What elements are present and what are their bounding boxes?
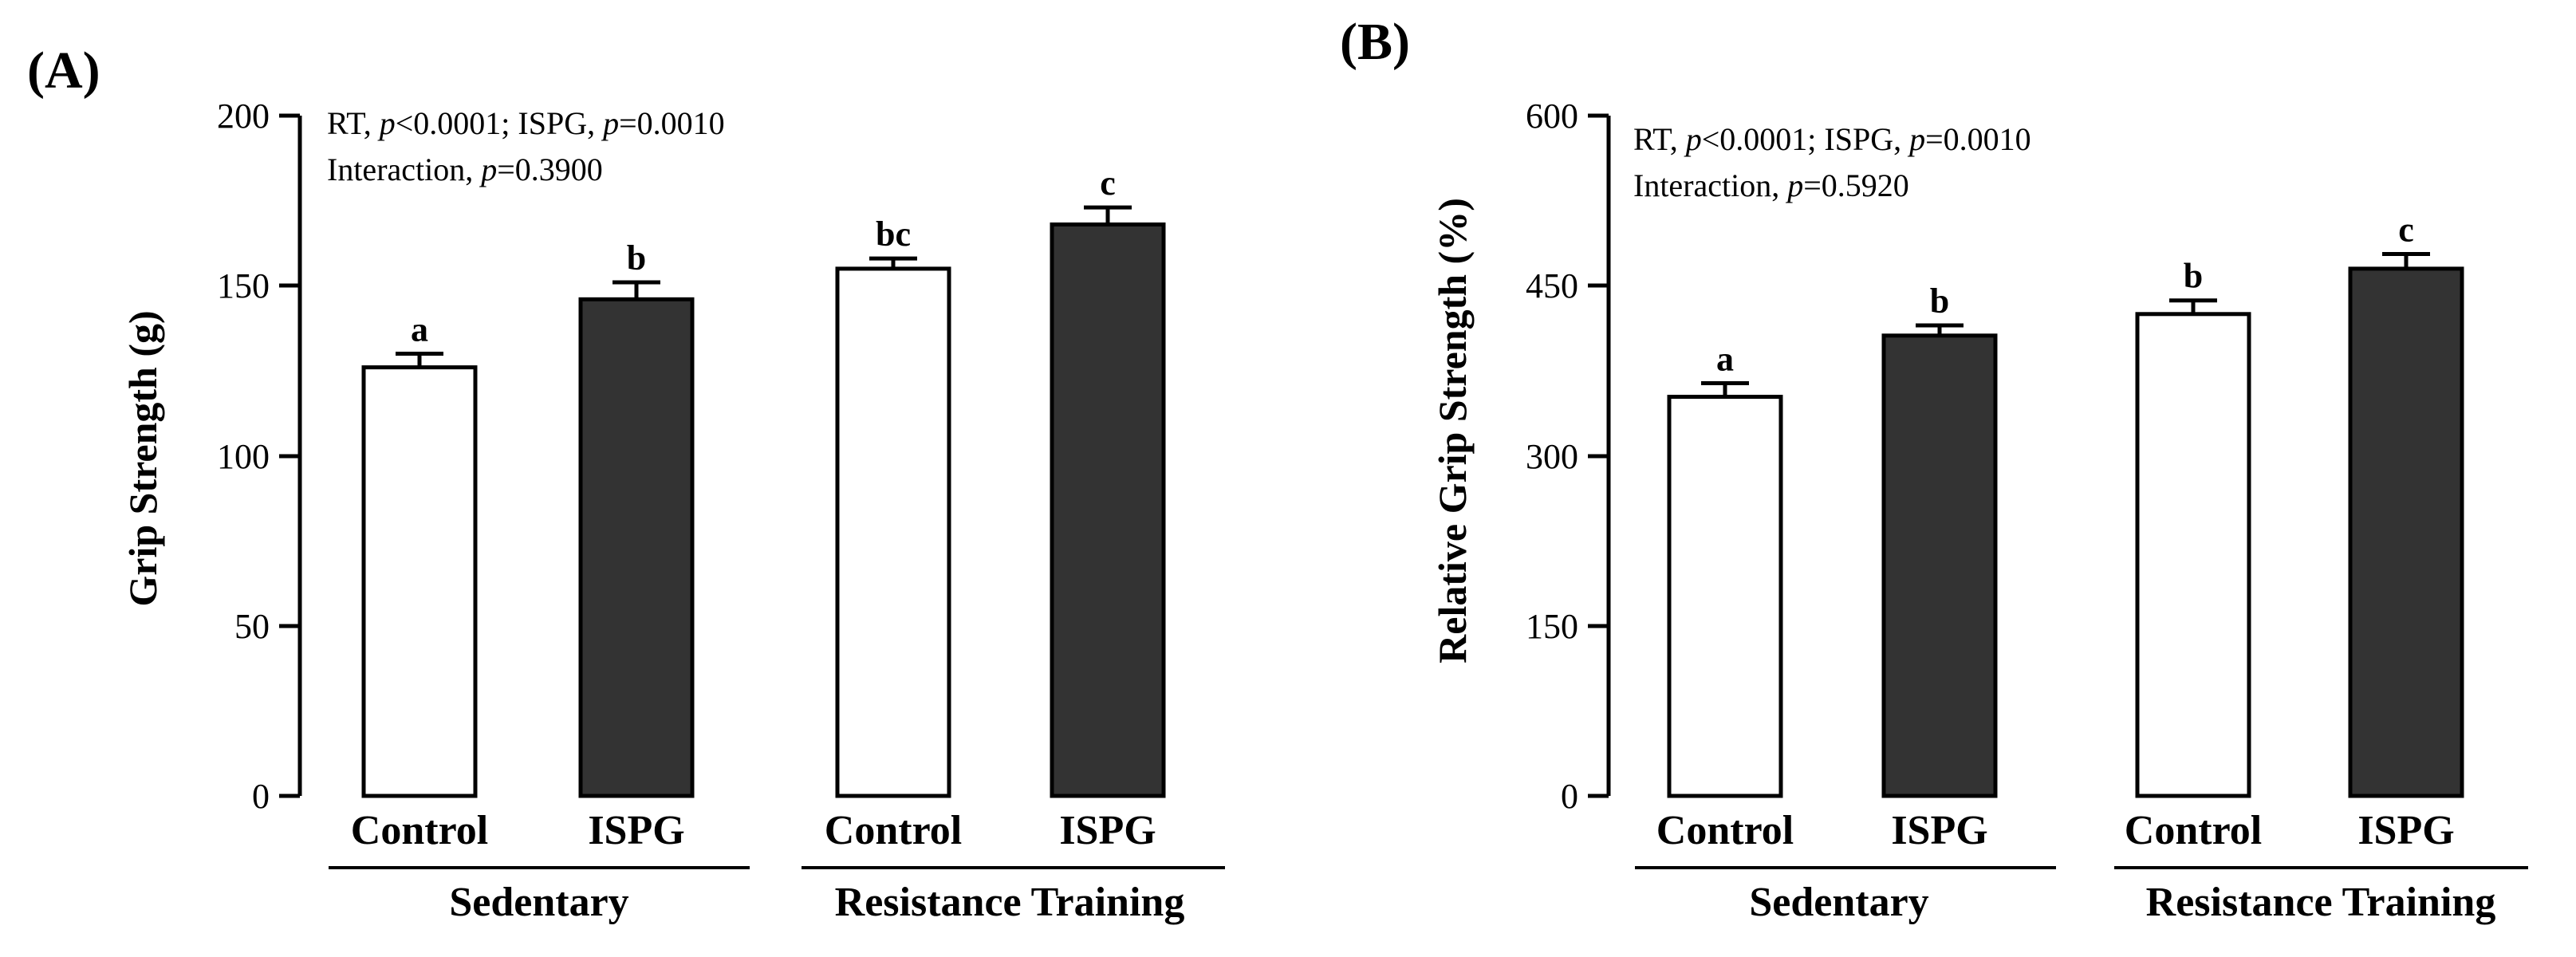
error-bar-sedentary-ispg (1916, 323, 1964, 336)
panel-b-significance: a b b c (1716, 210, 2414, 378)
group-label-sedentary: Sedentary (449, 880, 628, 925)
y-tick-label: 150 (217, 266, 270, 305)
error-bar-sedentary-control (396, 352, 443, 368)
category-label-control: Control (351, 808, 488, 853)
category-label-control: Control (2125, 808, 2262, 853)
panel-a-significance: a b bc c (411, 163, 1116, 349)
y-tick-label: 450 (1526, 266, 1578, 305)
panel-a-category-labels: Control ISPG Control ISPG (351, 808, 1156, 853)
y-tick-label: 0 (252, 777, 270, 816)
error-bar-rt-control (869, 256, 917, 269)
sig-letter-sedentary-control: a (411, 310, 428, 349)
bar-rt-ispg (2348, 266, 2464, 798)
y-tick-label: 0 (1561, 777, 1578, 816)
error-bar-sedentary-control (1701, 381, 1749, 397)
y-tick-label: 600 (1526, 96, 1578, 136)
panel-a-bars (361, 222, 1166, 798)
category-label-ispg: ISPG (588, 808, 684, 853)
bar-sedentary-ispg (578, 297, 695, 798)
group-label-resistance-training: Resistance Training (835, 880, 1185, 925)
sig-letter-sedentary-control: a (1716, 340, 1734, 379)
category-label-ispg: ISPG (2357, 808, 2454, 853)
panel-a-stats-line2: Interaction, p=0.3900 (327, 152, 603, 187)
panel-b-category-labels: Control ISPG Control ISPG (1656, 808, 2455, 853)
panel-b-error-bars (1701, 251, 2430, 397)
panel-b-ylabel: Relative Grip Strength (%) (1430, 198, 1475, 664)
y-tick-label: 100 (217, 437, 270, 476)
panel-b-ticks: 0 150 300 450 600 (1526, 96, 1609, 816)
category-label-ispg: ISPG (1891, 808, 1987, 853)
sig-letter-rt-ispg: c (1100, 163, 1116, 203)
category-label-ispg: ISPG (1059, 808, 1156, 853)
y-tick-label: 200 (217, 96, 270, 136)
category-label-control: Control (1656, 808, 1794, 853)
panel-b-stats-line1: RT, p<0.0001; ISPG, p=0.0010 (1633, 121, 2031, 157)
panel-a-ticks: 0 50 100 150 200 (217, 96, 300, 816)
sig-letter-rt-ispg: c (2398, 210, 2414, 249)
panel-a-ylabel: Grip Strength (g) (120, 310, 165, 606)
y-tick-label: 300 (1526, 437, 1578, 476)
panel-b-bars (1667, 266, 2464, 798)
sig-letter-rt-control: b (2184, 257, 2203, 296)
bar-sedentary-control (1667, 395, 1783, 798)
error-bar-rt-control (2169, 298, 2217, 314)
panel-a: (A) Grip Strength (g) RT, p<0.0001; ISPG… (27, 41, 1225, 925)
panel-b-label: (B) (1340, 13, 1410, 71)
panel-b: (B) Relative Grip Strength (%) RT, p<0.0… (1340, 13, 2528, 925)
panel-a-stats-line1: RT, p<0.0001; ISPG, p=0.0010 (327, 105, 725, 141)
sig-letter-sedentary-ispg: b (627, 238, 646, 278)
category-label-control: Control (825, 808, 962, 853)
y-tick-label: 50 (234, 607, 270, 646)
bar-rt-control (835, 266, 951, 798)
group-label-sedentary: Sedentary (1749, 880, 1928, 925)
panel-b-stats-line2: Interaction, p=0.5920 (1633, 167, 1909, 203)
panel-a-label: (A) (27, 41, 100, 100)
error-bar-rt-ispg (1084, 205, 1132, 225)
bar-rt-ispg (1050, 222, 1166, 798)
group-label-resistance-training: Resistance Training (2146, 880, 2496, 925)
y-tick-label: 150 (1526, 607, 1578, 646)
bar-sedentary-control (361, 365, 478, 798)
error-bar-sedentary-ispg (612, 280, 660, 300)
sig-letter-sedentary-ispg: b (1930, 282, 1949, 321)
sig-letter-rt-control: bc (876, 215, 911, 254)
bar-sedentary-ispg (1881, 333, 1998, 798)
bar-rt-control (2135, 312, 2251, 798)
error-bar-rt-ispg (2382, 251, 2430, 269)
panel-a-error-bars (396, 205, 1132, 368)
